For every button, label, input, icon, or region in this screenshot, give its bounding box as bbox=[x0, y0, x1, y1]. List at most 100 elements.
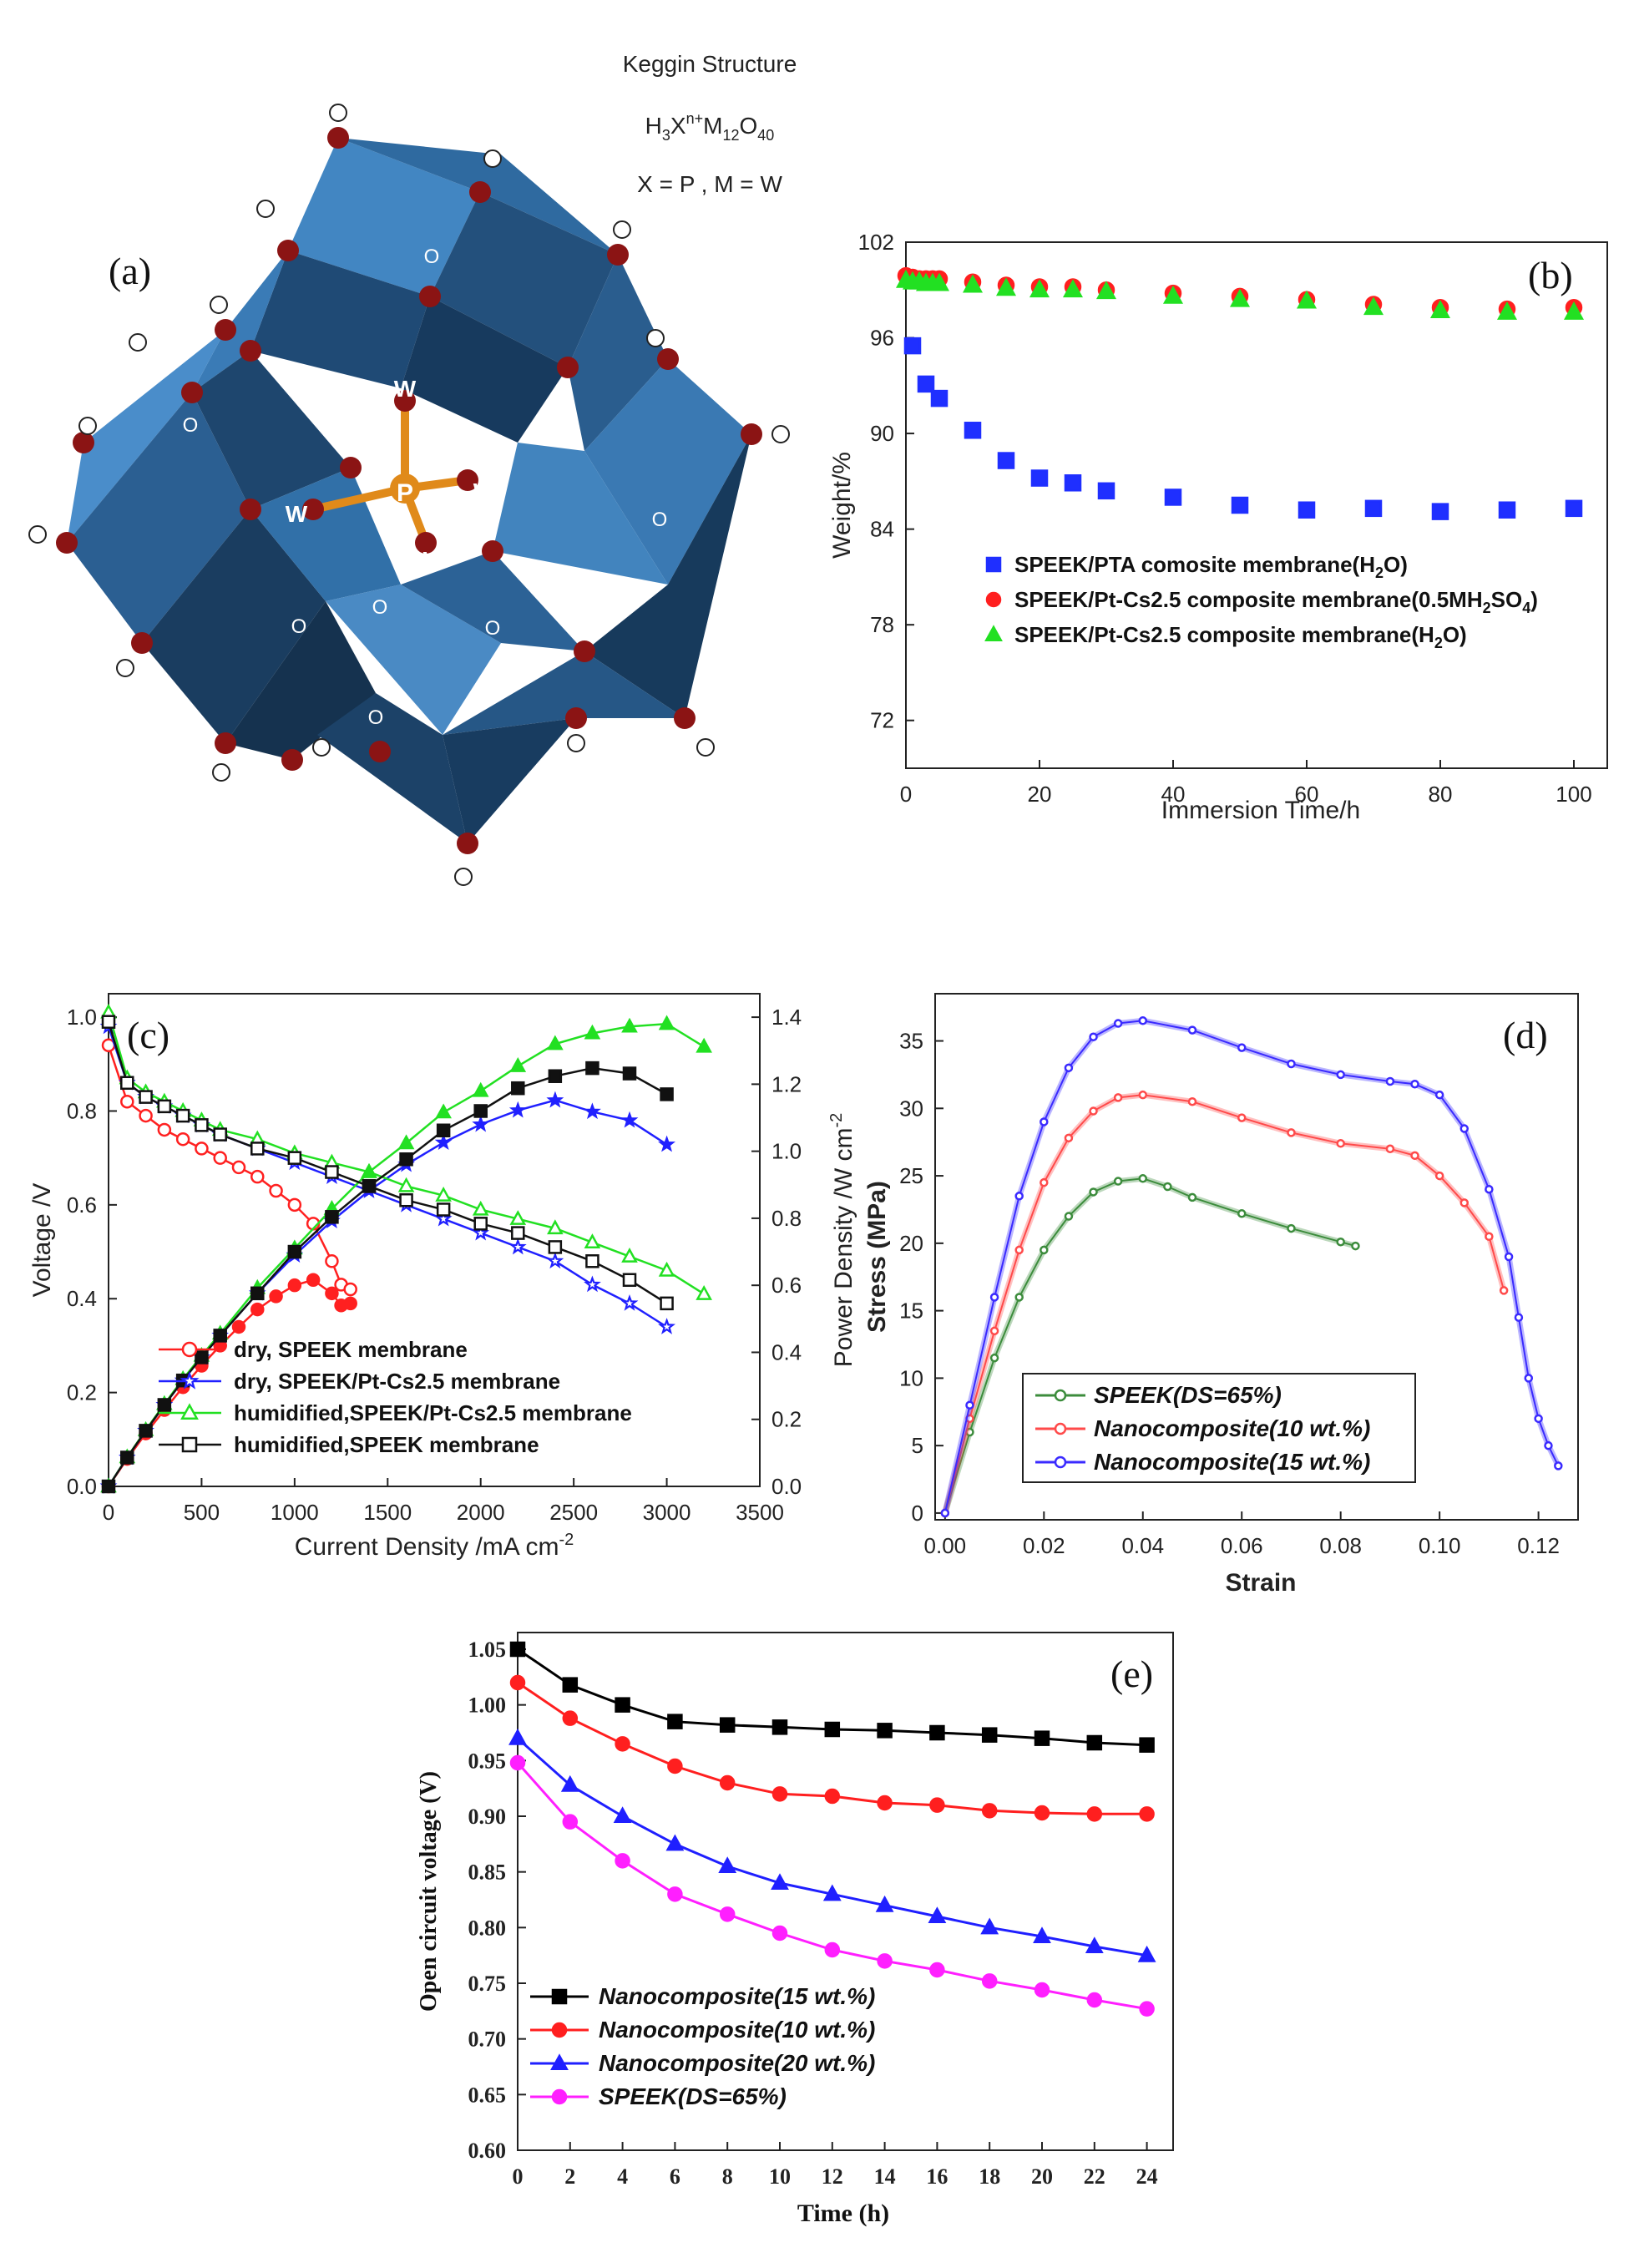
panel-a-assignment: X = P , M = W bbox=[637, 171, 782, 197]
legend-entry: SPEEK/PTA comosite membrane(H2O) bbox=[1014, 552, 1408, 581]
voltage-point bbox=[472, 1223, 490, 1241]
oxygen-atom bbox=[131, 632, 153, 654]
polyhedron-face bbox=[338, 138, 618, 255]
oxygen-atom-open bbox=[567, 734, 585, 752]
voltage-point bbox=[434, 1209, 453, 1227]
oxygen-atom-open bbox=[210, 296, 228, 314]
atom-label-o: O bbox=[340, 425, 356, 448]
legend-marker bbox=[180, 1370, 200, 1390]
ocv-point bbox=[877, 1953, 893, 1969]
voltage-point bbox=[269, 1183, 283, 1198]
data-point bbox=[1287, 1128, 1296, 1137]
x-tick-label: 12 bbox=[822, 2164, 843, 2189]
data-point bbox=[1524, 1374, 1534, 1383]
power-point bbox=[361, 1162, 377, 1178]
data-point bbox=[1014, 1192, 1024, 1201]
x-tick-label: 18 bbox=[979, 2164, 1000, 2189]
data-point bbox=[1336, 1139, 1345, 1148]
ocv-point bbox=[615, 1853, 630, 1869]
ocv-point bbox=[875, 1895, 894, 1912]
data-point-triangle bbox=[928, 272, 950, 291]
voltage-point bbox=[195, 1118, 209, 1132]
data-point bbox=[1485, 1184, 1494, 1194]
atom-label-o: O bbox=[485, 617, 501, 640]
ocv-point bbox=[615, 1736, 630, 1752]
y-tick-label: 0.8 bbox=[67, 1098, 97, 1123]
ocv-point bbox=[719, 1774, 736, 1791]
power-point bbox=[195, 1350, 209, 1364]
data-point-triangle bbox=[1296, 290, 1318, 309]
atom-label-o: O bbox=[183, 414, 199, 437]
x-tick-label: 500 bbox=[184, 1500, 220, 1525]
y-tick-label: 25 bbox=[899, 1163, 923, 1188]
p-o-bond bbox=[311, 484, 407, 514]
voltage-point bbox=[436, 1202, 451, 1217]
data-point bbox=[1064, 1133, 1074, 1143]
power-point bbox=[101, 1479, 116, 1494]
ocv-point bbox=[718, 1856, 737, 1874]
power-point bbox=[472, 1115, 490, 1132]
plot-frame bbox=[517, 1632, 1174, 2151]
y2-tick-label: 0.8 bbox=[771, 1206, 802, 1231]
voltage-point bbox=[120, 1076, 134, 1091]
x-tick-label: 0 bbox=[103, 1500, 114, 1525]
legend-entry: SPEEK/Pt-Cs2.5 composite membrane(0.5MH2… bbox=[1014, 587, 1538, 616]
voltage-point bbox=[548, 1240, 563, 1254]
oxygen-atom bbox=[457, 469, 478, 491]
data-point bbox=[1014, 1293, 1024, 1302]
legend-entry: Nanocomposite(10 wt.%) bbox=[599, 2017, 875, 2043]
oxygen-atom bbox=[281, 749, 303, 771]
voltage-point bbox=[175, 1131, 190, 1147]
oxygen-atom bbox=[56, 532, 78, 554]
atom-label-w: W bbox=[394, 376, 417, 402]
legend-entry: Nanocomposite(10 wt.%) bbox=[1094, 1415, 1370, 1441]
data-point bbox=[1237, 1209, 1247, 1218]
ocv-point bbox=[560, 1774, 579, 1792]
data-point-triangle bbox=[995, 277, 1017, 296]
data-point bbox=[1336, 1237, 1345, 1247]
y2-tick-label: 1.0 bbox=[771, 1139, 802, 1164]
panel-a-title: Keggin Structure bbox=[623, 51, 797, 77]
data-point bbox=[1187, 1096, 1197, 1106]
voltage-point bbox=[250, 1142, 265, 1156]
data-point-square bbox=[1431, 503, 1449, 520]
voltage-point bbox=[287, 1197, 302, 1212]
x-tick-label: 16 bbox=[926, 2164, 948, 2189]
x-axis: 0 20 40 60 80 100 bbox=[900, 760, 1592, 807]
ocv-point bbox=[1139, 2001, 1155, 2017]
ocv-point bbox=[771, 1873, 789, 1891]
oxygen-atom-open bbox=[312, 738, 331, 757]
data-point-square bbox=[1164, 489, 1182, 506]
voltage-point bbox=[696, 1284, 712, 1300]
voltage-point bbox=[473, 1217, 488, 1231]
ocv-point bbox=[667, 1714, 683, 1729]
oxygen-atom bbox=[565, 707, 587, 729]
x-tick-label: 100 bbox=[1556, 782, 1591, 807]
ocv-point bbox=[824, 1788, 841, 1805]
polyhedron-face bbox=[67, 330, 225, 543]
polyhedron-face bbox=[317, 693, 468, 843]
y-axis-label: Voltage /V bbox=[28, 1183, 56, 1298]
power-point bbox=[584, 1102, 601, 1120]
y-tick-label: 78 bbox=[870, 612, 894, 637]
power-point bbox=[472, 1081, 489, 1097]
voltage-point bbox=[621, 1248, 638, 1263]
voltage-point bbox=[397, 1177, 415, 1192]
y-tick-label: 20 bbox=[899, 1231, 923, 1256]
y-axis: 0 5 10 15 20 25 30 35 bbox=[899, 1029, 943, 1526]
oxygen-atom-open bbox=[116, 659, 134, 677]
ocv-point bbox=[1137, 1945, 1156, 1962]
x-tick-label: 4 bbox=[617, 2164, 628, 2189]
polyhedron-face bbox=[443, 651, 685, 735]
x-tick-label: 20 bbox=[1031, 2164, 1053, 2189]
data-point bbox=[1410, 1079, 1419, 1089]
x-tick-label: 40 bbox=[1161, 782, 1186, 807]
power-point bbox=[250, 1302, 265, 1317]
oxygen-atom bbox=[674, 707, 696, 729]
x-axis-label: Immersion Time/h bbox=[1161, 797, 1360, 824]
data-point-square bbox=[1565, 499, 1583, 518]
x-tick-label: 10 bbox=[769, 2164, 791, 2189]
data-point bbox=[1385, 1144, 1395, 1154]
voltage-point bbox=[287, 1151, 302, 1165]
voltage-point bbox=[622, 1273, 637, 1288]
